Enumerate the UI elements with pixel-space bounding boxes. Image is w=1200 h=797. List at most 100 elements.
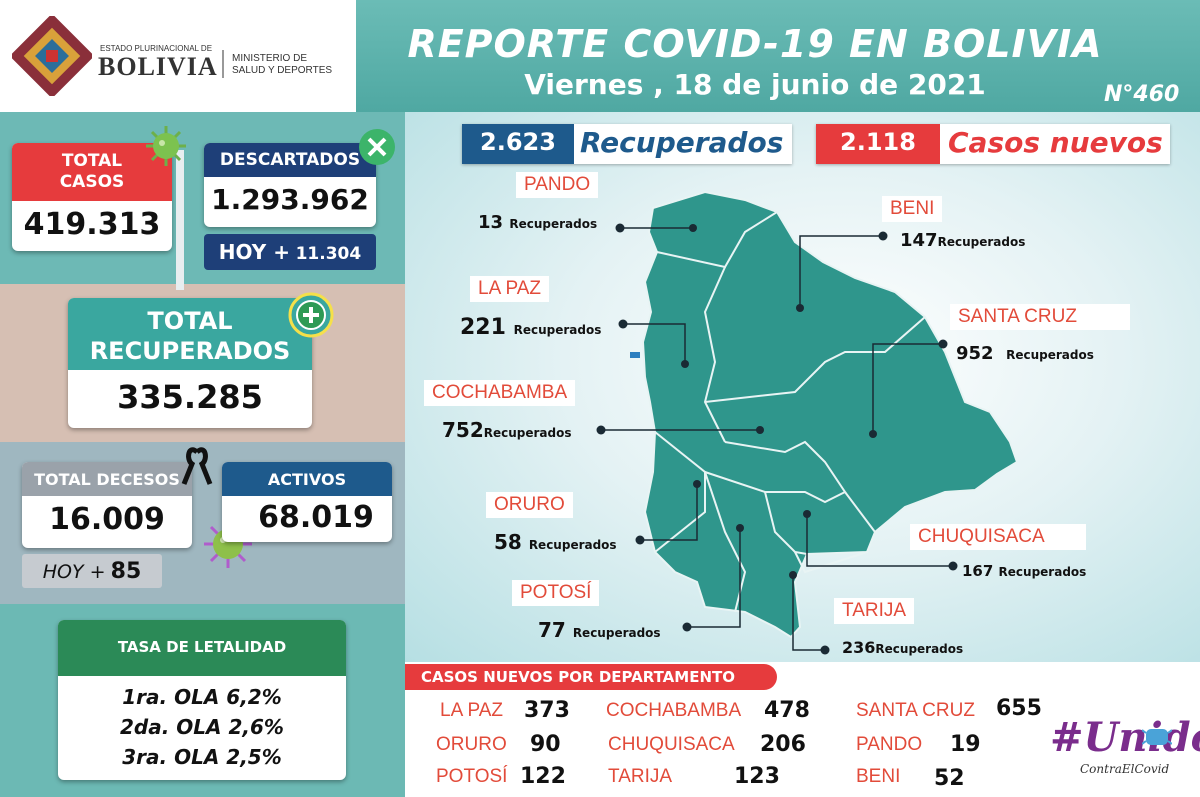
descartados-hoy-value: 11.304 <box>295 244 362 264</box>
table-row-1-value-3: 655 <box>996 696 1042 721</box>
dept-beni: BENI <box>882 196 943 222</box>
letalidad-line-2: 2da. OLA 2,6% <box>120 715 284 739</box>
total-casos-label1: TOTAL <box>61 151 123 171</box>
decesos-hoy: HOY + 85 <box>22 554 162 588</box>
dept-oruro: ORURO <box>486 492 573 518</box>
decesos-hoy-label: HOY + <box>42 561 106 583</box>
activos-card: ACTIVOS 68.019 <box>222 462 392 542</box>
mourning-ribbon-icon <box>181 447 213 485</box>
dept-cochabamba: COCHABAMBA <box>424 380 576 406</box>
descartados-value: 1.293.962 <box>211 183 369 216</box>
dept-santa-cruz: SANTA CRUZ <box>950 304 1130 330</box>
decesos-value: 16.009 <box>49 502 165 537</box>
rec-potosi: 77 Recuperados <box>538 618 661 642</box>
date-rest: , 18 de junio de 2021 <box>653 68 986 101</box>
rec-santa-cruz-value: 952 <box>956 343 994 364</box>
table-row-2-value-2: 206 <box>760 732 806 757</box>
letalidad-card: TASA DE LETALIDAD 1ra. OLA 6,2% 2da. OLA… <box>58 620 346 780</box>
rec-potosi-word: Recuperados <box>572 626 661 640</box>
dept-chuquisaca: CHUQUISACA <box>910 524 1086 550</box>
letalidad-line-1: 1ra. OLA 6,2% <box>122 685 282 709</box>
mask-icon <box>1142 729 1172 745</box>
rec-beni: 147Recuperados <box>900 230 1025 251</box>
total-recuperados-header: TOTAL RECUPERADOS <box>68 298 312 370</box>
decesos-hoy-value: 85 <box>110 559 142 584</box>
date-day: Viernes <box>524 68 644 101</box>
nuevos-summary: 2.118 Casos nuevos <box>816 124 1170 164</box>
rec-cochabamba-word: Recuperados <box>483 426 572 440</box>
recuperados-label1: TOTAL <box>147 307 233 335</box>
virus-icon <box>146 126 186 166</box>
table-row-3-value-3: 52 <box>934 766 965 791</box>
org-big: BOLIVIA <box>98 52 218 81</box>
table-row-2-name-1: ORURO <box>436 734 507 755</box>
table-row-1-value-2: 478 <box>764 698 810 723</box>
rec-oruro-word: Recuperados <box>528 538 617 552</box>
nuevos-table-title: CASOS NUEVOS POR DEPARTAMENTO <box>405 664 777 690</box>
rec-oruro: 58 Recuperados <box>494 530 617 554</box>
dept-pando: PANDO <box>516 172 599 198</box>
rec-pando: 13 Recuperados <box>478 212 597 233</box>
page-title: REPORTE COVID-19 EN BOLIVIA <box>407 22 1103 66</box>
dept-potosi: POTOSÍ <box>512 580 600 606</box>
bolivia-map <box>596 190 1019 655</box>
org-small: ESTADO PLURINACIONAL DE <box>100 44 213 53</box>
connector-bar <box>176 150 184 290</box>
nuevos-summary-value: 2.118 <box>816 124 940 164</box>
total-casos-value: 419.313 <box>23 207 161 242</box>
letalidad-title: TASA DE LETALIDAD <box>58 620 346 676</box>
dept-tarija: TARIJA <box>834 598 915 624</box>
table-row-2-name-2: CHUQUISACA <box>608 734 735 755</box>
descartados-card: DESCARTADOS 1.293.962 <box>204 143 376 227</box>
rec-tarija-word: Recuperados <box>875 642 964 656</box>
table-row-2-value-1: 90 <box>530 732 561 757</box>
decesos-card: TOTAL DECESOS 16.009 <box>22 462 192 548</box>
rec-chuquisaca: 167 Recuperados <box>962 562 1086 580</box>
rec-cochabamba: 752Recuperados <box>442 418 572 442</box>
table-row-3-name-1: POTOSÍ <box>436 766 508 787</box>
total-recuperados-card: TOTAL RECUPERADOS 335.285 <box>68 298 312 428</box>
rec-pando-value: 13 <box>478 212 504 233</box>
rec-potosi-value: 77 <box>538 618 566 642</box>
recuperados-summary: 2.623 Recuperados <box>462 124 792 164</box>
rec-santa-cruz-word: Recuperados <box>1006 348 1094 362</box>
campaign-sub: ContraElCovid <box>1080 762 1170 776</box>
total-casos-header: TOTAL CASOS <box>12 143 172 201</box>
campaign-hashtag: #Unidos <box>1050 714 1200 761</box>
ministry-line2: SALUD Y DEPORTES <box>232 65 333 76</box>
total-casos-label2: CASOS <box>59 172 125 192</box>
decesos-label: TOTAL DECESOS <box>22 462 192 496</box>
table-row-1-value-1: 373 <box>524 698 570 723</box>
header-banner <box>356 0 1200 112</box>
rec-tarija-value: 236 <box>842 638 876 657</box>
rec-la-paz-word: Recuperados <box>513 323 602 337</box>
descartados-hoy: HOY + 11.304 <box>204 234 376 270</box>
recuperados-summary-value: 2.623 <box>462 124 574 164</box>
activos-label: ACTIVOS <box>222 462 392 496</box>
nuevos-summary-label: Casos nuevos <box>948 126 1163 159</box>
rec-la-paz: 221 Recuperados <box>460 315 601 340</box>
letalidad-line-3: 3ra. OLA 2,5% <box>122 745 282 769</box>
descartados-hoy-label: HOY + <box>218 240 291 264</box>
rec-santa-cruz: 952 Recuperados <box>956 343 1094 364</box>
plus-icon <box>288 292 334 338</box>
dept-la-paz: LA PAZ <box>470 276 550 302</box>
rec-chuquisaca-value: 167 <box>962 562 994 580</box>
table-row-3-value-2: 123 <box>734 764 780 789</box>
recuperados-summary-label: Recuperados <box>580 126 784 159</box>
rec-beni-value: 147 <box>900 230 938 251</box>
rec-pando-word: Recuperados <box>509 217 598 231</box>
shield-emblem-icon <box>12 16 92 96</box>
ministry-line1: MINISTERIO DE <box>232 53 308 64</box>
rec-oruro-value: 58 <box>494 530 522 554</box>
rec-tarija: 236Recuperados <box>842 638 963 657</box>
table-row-1-name-2: COCHABAMBA <box>606 700 742 721</box>
report-number: N°460 <box>1104 82 1180 107</box>
table-row-1-name-1: LA PAZ <box>440 700 504 721</box>
rec-beni-word: Recuperados <box>937 235 1026 249</box>
logo-divider <box>222 50 224 78</box>
activos-value: 68.019 <box>258 500 374 535</box>
table-row-3-name-2: TARIJA <box>608 766 673 787</box>
total-casos-card: TOTAL CASOS 419.313 <box>12 143 172 251</box>
table-row-3-value-1: 122 <box>520 764 566 789</box>
